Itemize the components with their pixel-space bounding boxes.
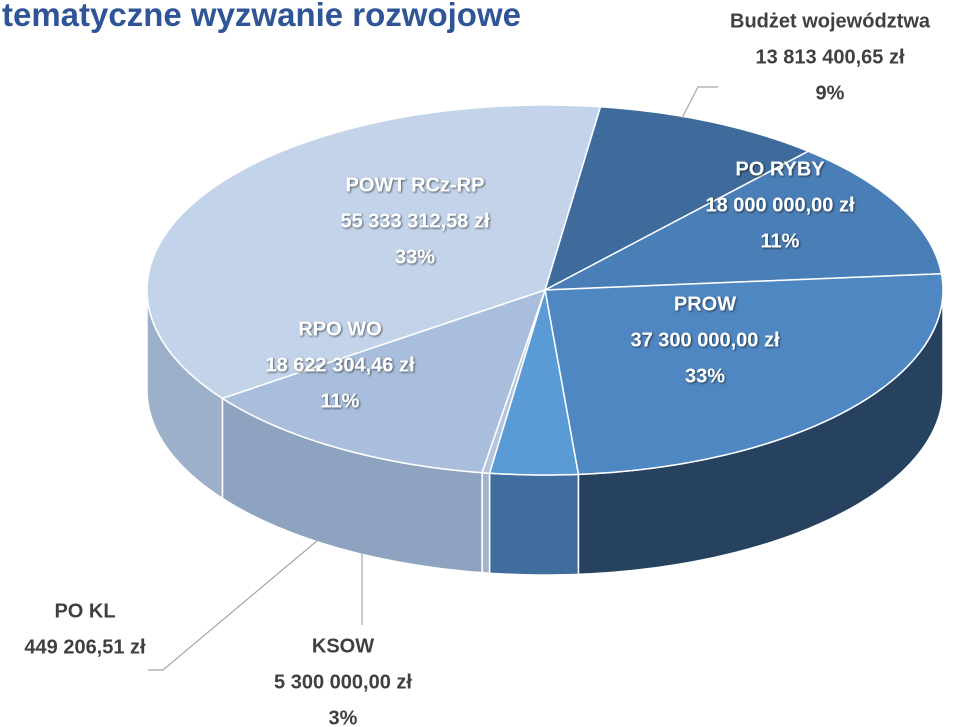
pie-slice [146,104,602,400]
percent-label: 11% [761,230,800,252]
slice-label: PO RYBY [735,158,825,180]
pie-side [481,471,491,574]
pie-slice [543,106,811,292]
pie-sides [146,289,944,576]
value-label: 18 622 304,46 zł [265,354,414,376]
value-label: 55 333 312,58 zł [340,210,489,232]
pie-slice [488,289,580,476]
slice-label: PO KL [54,600,115,622]
percent-label: 33% [395,246,435,268]
percent-label: 3% [329,707,358,727]
slice-label: Budżet województwa [730,10,931,32]
value-label: 449 206,51 zł [24,636,146,658]
pie-tops [146,104,944,476]
slice-label: POWT RCz-RP [346,174,485,196]
pie-side [488,472,580,576]
pie-slice [544,272,944,476]
value-label: 13 813 400,65 zł [755,46,904,68]
value-label: 37 300 000,00 zł [630,329,779,351]
pie-slice [220,288,547,474]
percent-label: 11% [321,390,360,412]
slice-label: RPO WO [298,318,381,340]
pie-slice [544,150,943,291]
value-label: 18 000 000,00 zł [705,194,854,216]
leader-line [681,86,718,119]
percent-label: 9% [816,82,845,104]
leader-line [148,539,319,671]
slice-label: KSOW [312,635,374,657]
slice-label: PROW [674,293,736,315]
chart-title: tematyczne wyzwanie rozwojowe [2,0,521,33]
percent-label: 33% [685,365,725,387]
value-label: 5 300 000,00 zł [274,671,412,693]
labels: Budżet województwa 13 813 400,65 zł 9% PO R… [24,10,930,727]
